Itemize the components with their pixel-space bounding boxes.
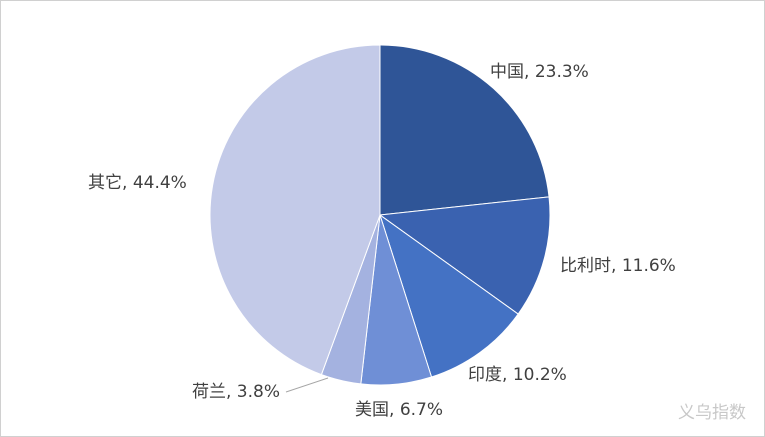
- category-label: 印度: [468, 365, 502, 385]
- value-label: 23.3%: [535, 62, 589, 82]
- pie-slice: [209, 44, 381, 376]
- data-label: 其它, 44.4%: [88, 173, 187, 193]
- category-label: 其它: [88, 173, 122, 193]
- data-label: 荷兰, 3.8%: [192, 382, 280, 402]
- pie-slice: [379, 44, 550, 216]
- watermark: 义乌指数: [678, 403, 746, 423]
- value-label: 6.7%: [400, 400, 443, 420]
- category-label: 比利时: [560, 256, 611, 276]
- category-label: 美国: [355, 400, 389, 420]
- data-label: 美国, 6.7%: [355, 400, 443, 420]
- value-label: 11.6%: [622, 256, 676, 276]
- label-separator: ,: [389, 400, 400, 420]
- value-label: 44.4%: [133, 173, 187, 193]
- pie-slice: [379, 213, 519, 378]
- label-separator: ,: [524, 62, 535, 82]
- label-separator: ,: [122, 173, 133, 193]
- category-label: 荷兰: [192, 382, 226, 402]
- data-label: 比利时, 11.6%: [560, 256, 676, 276]
- leader-line: [285, 377, 329, 393]
- label-separator: ,: [226, 382, 237, 402]
- pie-slice: [378, 196, 551, 315]
- value-label: 10.2%: [513, 365, 567, 385]
- label-separator: ,: [611, 256, 622, 276]
- pie: [209, 44, 551, 386]
- category-label: 中国: [490, 62, 524, 82]
- label-separator: ,: [502, 365, 513, 385]
- data-label: 印度, 10.2%: [468, 365, 567, 385]
- value-label: 3.8%: [237, 382, 280, 402]
- data-label: 中国, 23.3%: [490, 62, 589, 82]
